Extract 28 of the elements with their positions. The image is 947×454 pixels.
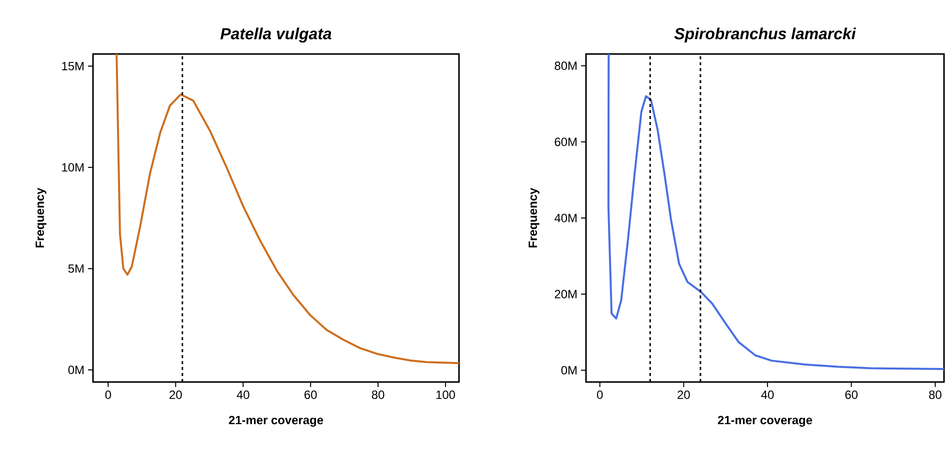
x-tick-label: 0 <box>596 390 603 399</box>
x-tick-label: 20 <box>170 390 182 399</box>
y-axis-title: Frequency <box>36 188 46 248</box>
x-tick-label: 100 <box>436 390 456 399</box>
x-tick-label: 80 <box>372 390 384 399</box>
x-tick-label: 0 <box>105 390 112 399</box>
x-axis-title: 21-mer coverage <box>718 416 812 427</box>
x-tick-label: 40 <box>236 390 250 399</box>
x-tick-label: 60 <box>845 390 858 399</box>
y-tick-label: 0M <box>68 366 84 374</box>
y-tick-label: 0M <box>561 366 576 374</box>
x-tick-label: 40 <box>761 390 774 399</box>
y-tick-label: 60M <box>554 138 576 146</box>
line-series <box>116 54 460 364</box>
chart-title: Patella vulgata <box>220 28 332 42</box>
y-axis-title: Frequency <box>528 188 540 248</box>
x-axis-title: 21-mer coverage <box>228 416 324 427</box>
y-tick-label: 20M <box>554 290 576 298</box>
line-series <box>607 54 944 370</box>
y-tick-label: 5M <box>68 264 84 273</box>
y-tick-label: 80M <box>554 62 576 70</box>
x-tick-label: 20 <box>678 390 690 399</box>
x-tick-label: 80 <box>929 390 942 399</box>
x-tick-label: 60 <box>304 390 317 399</box>
y-tick-label: 40M <box>554 214 576 222</box>
y-tick-label: 15M <box>62 62 84 70</box>
y-tick-label: 10M <box>62 163 84 172</box>
chart-title: Spirobranchus lamarcki <box>674 28 856 42</box>
